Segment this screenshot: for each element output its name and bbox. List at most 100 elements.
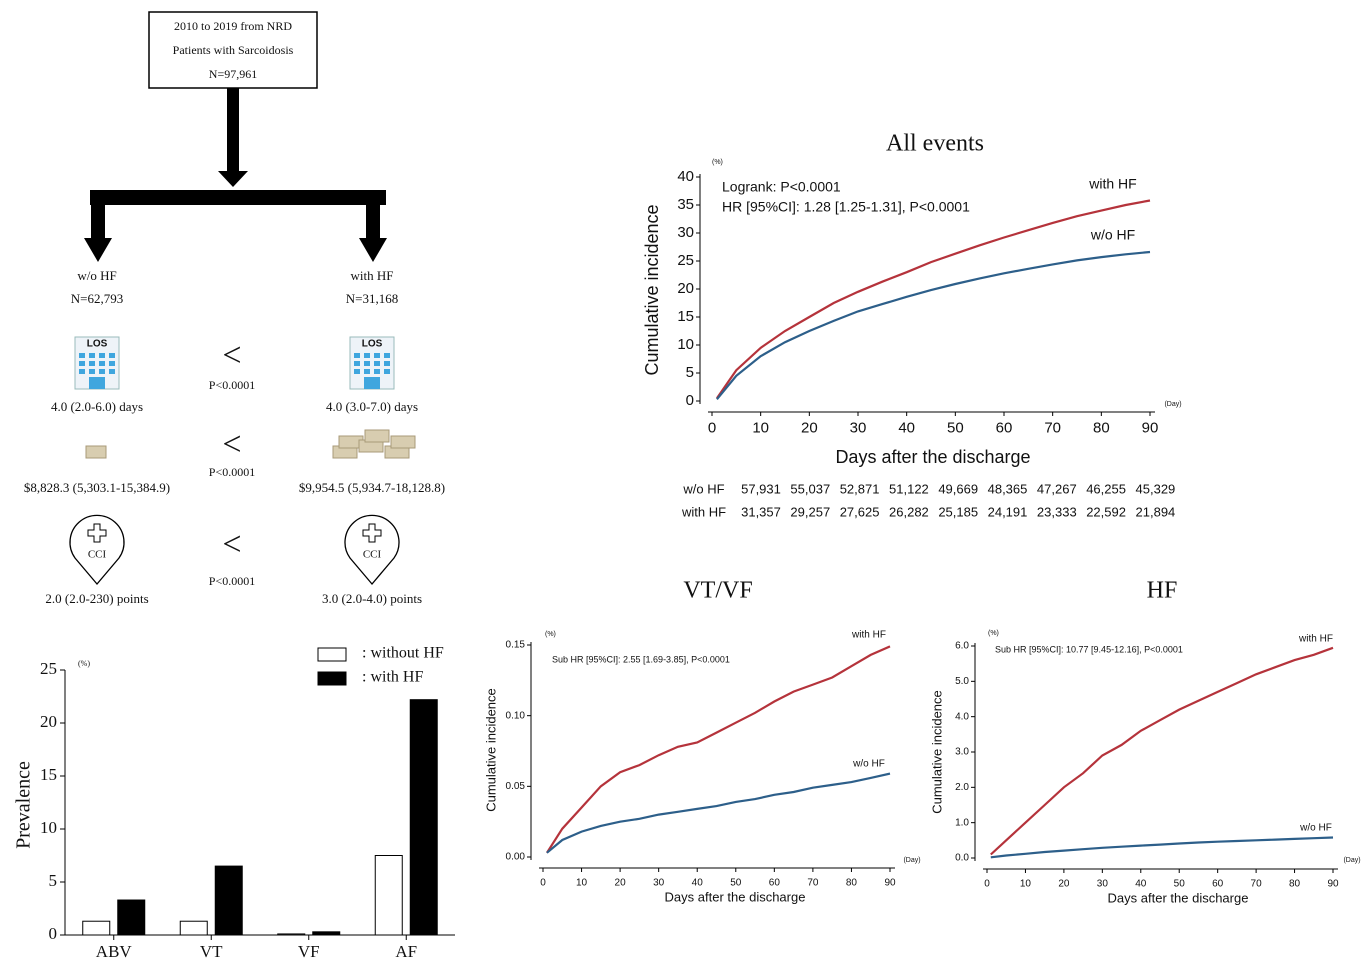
x-tick-label: 40 [898, 419, 915, 436]
risk-row-name: w/o HF [682, 481, 724, 496]
y-tick-label: 0.00 [506, 852, 526, 863]
risk-count: 25,185 [938, 504, 978, 519]
risk-count: 47,267 [1037, 481, 1077, 496]
flowchart-details: w/o HF N=62,793 LOS 4.0 (2.0-6.0) days $8,82… [24, 268, 445, 606]
y-tick-label: 0.05 [506, 781, 526, 792]
cross [87, 523, 107, 543]
risk-count: 45,329 [1136, 481, 1176, 496]
window [354, 361, 360, 366]
window [109, 361, 115, 366]
x-tick-label: VF [298, 942, 320, 961]
bar [374, 855, 403, 936]
y-tick-label: 0.10 [506, 710, 526, 721]
y-axis-label: Prevalence [13, 761, 35, 849]
y-tick-label: 25 [40, 659, 57, 678]
y-unit: (%) [545, 631, 556, 638]
risk-count: 27,625 [840, 504, 880, 519]
arrow-head [218, 171, 248, 187]
y-tick-label: 20 [40, 712, 57, 731]
x-tick-label: 50 [1174, 879, 1186, 890]
y-tick-label: 5 [686, 364, 694, 381]
x-tick-label: 60 [769, 878, 781, 889]
y-unit: (%) [712, 159, 723, 166]
series-label: with HF [851, 630, 886, 641]
risk-count: 52,871 [840, 481, 880, 496]
window [79, 353, 85, 358]
source-line: N=97,961 [209, 67, 257, 81]
x-tick-label: VT [200, 942, 223, 961]
window [384, 361, 390, 366]
risk-count: 29,257 [790, 504, 830, 519]
series-label: with HF [1088, 176, 1136, 192]
series-label: w/o HF [1090, 227, 1135, 243]
arrow-shaft [227, 88, 239, 174]
x-tick-label: 90 [1327, 879, 1339, 890]
x-tick-label: 60 [996, 419, 1013, 436]
y-tick-label: 35 [677, 196, 694, 213]
window [89, 369, 95, 374]
y-tick-label: 20 [677, 280, 694, 297]
group-name: w/o HF [77, 268, 116, 283]
annotation: Sub HR [95%CI]: 2.55 [1.69-3.85], P<0.00… [552, 654, 730, 664]
km-curve [716, 250, 1151, 401]
risk-count: 22,592 [1086, 504, 1126, 519]
y-unit: (%) [78, 659, 90, 668]
comparison-symbol: < [222, 426, 241, 463]
km-curve [990, 836, 1334, 859]
legend-label: : without HF [362, 645, 444, 662]
bar [214, 865, 243, 936]
x-tick-label: 80 [846, 878, 858, 889]
window [374, 369, 380, 374]
x-unit: (Day) [1164, 401, 1181, 408]
window [99, 361, 105, 366]
x-unit: (Day) [1343, 857, 1360, 864]
window [109, 353, 115, 358]
km-chart: VT/VF 0.00 0.05 0.10 0.15 0 10 20 30 40 50 60 70 80 90… [483, 578, 920, 905]
y-tick-label: 0.15 [506, 640, 526, 651]
risk-count: 55,037 [790, 481, 830, 496]
window [364, 361, 370, 366]
x-tick-label: 0 [708, 419, 716, 436]
x-tick-label: 50 [947, 419, 964, 436]
window [99, 369, 105, 374]
x-tick-label: 40 [1135, 879, 1147, 890]
x-tick-label: 80 [1093, 419, 1110, 436]
chart-title: All events [886, 131, 984, 157]
flowchart: 2010 to 2019 from NRD Patients with Sarc… [84, 11, 387, 262]
x-tick-label: 20 [801, 419, 818, 436]
x-tick-label: 70 [807, 878, 819, 889]
money-stack [390, 435, 416, 449]
comparison-symbol: < [222, 337, 241, 374]
window [364, 369, 370, 374]
source-line: Patients with Sarcoidosis [173, 43, 294, 57]
window [79, 361, 85, 366]
group-name: with HF [351, 268, 394, 283]
risk-count: 48,365 [988, 481, 1028, 496]
x-axis-label: Days after the discharge [665, 889, 806, 904]
x-unit: (Day) [903, 857, 920, 864]
bar [312, 931, 341, 936]
risk-count: 31,357 [741, 504, 781, 519]
split-bar [90, 190, 386, 205]
arrow-head [84, 238, 112, 262]
risk-count: 24,191 [988, 504, 1028, 519]
window [89, 361, 95, 366]
window [354, 369, 360, 374]
window [374, 353, 380, 358]
y-tick-label: 1.0 [955, 817, 969, 828]
bar [82, 920, 111, 936]
km-chart: All events 0 5 10 15 20 25 30 35 40 0 10 20 30 40 50 60 7… [642, 131, 1182, 520]
y-tick-label: 4.0 [955, 711, 969, 722]
km-curve [546, 772, 891, 854]
window [99, 353, 105, 358]
los-icon-label: LOS [362, 339, 383, 350]
money-stack [85, 445, 107, 459]
y-axis-label: Cumulative incidence [642, 204, 662, 375]
x-tick-label: 70 [1044, 419, 1061, 436]
y-tick-label: 25 [677, 252, 694, 269]
x-tick-label: 10 [752, 419, 769, 436]
x-tick-label: 30 [850, 419, 867, 436]
series-label: with HF [1298, 634, 1333, 645]
km-chart: HF 0.0 1.0 2.0 3.0 4.0 5.0 6.0 0 10 20 30 40 50 60 70 80… [929, 578, 1360, 906]
p-value: P<0.0001 [209, 574, 255, 588]
